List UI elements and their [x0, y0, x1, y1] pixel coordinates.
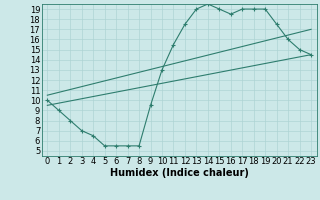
X-axis label: Humidex (Indice chaleur): Humidex (Indice chaleur)	[110, 168, 249, 178]
